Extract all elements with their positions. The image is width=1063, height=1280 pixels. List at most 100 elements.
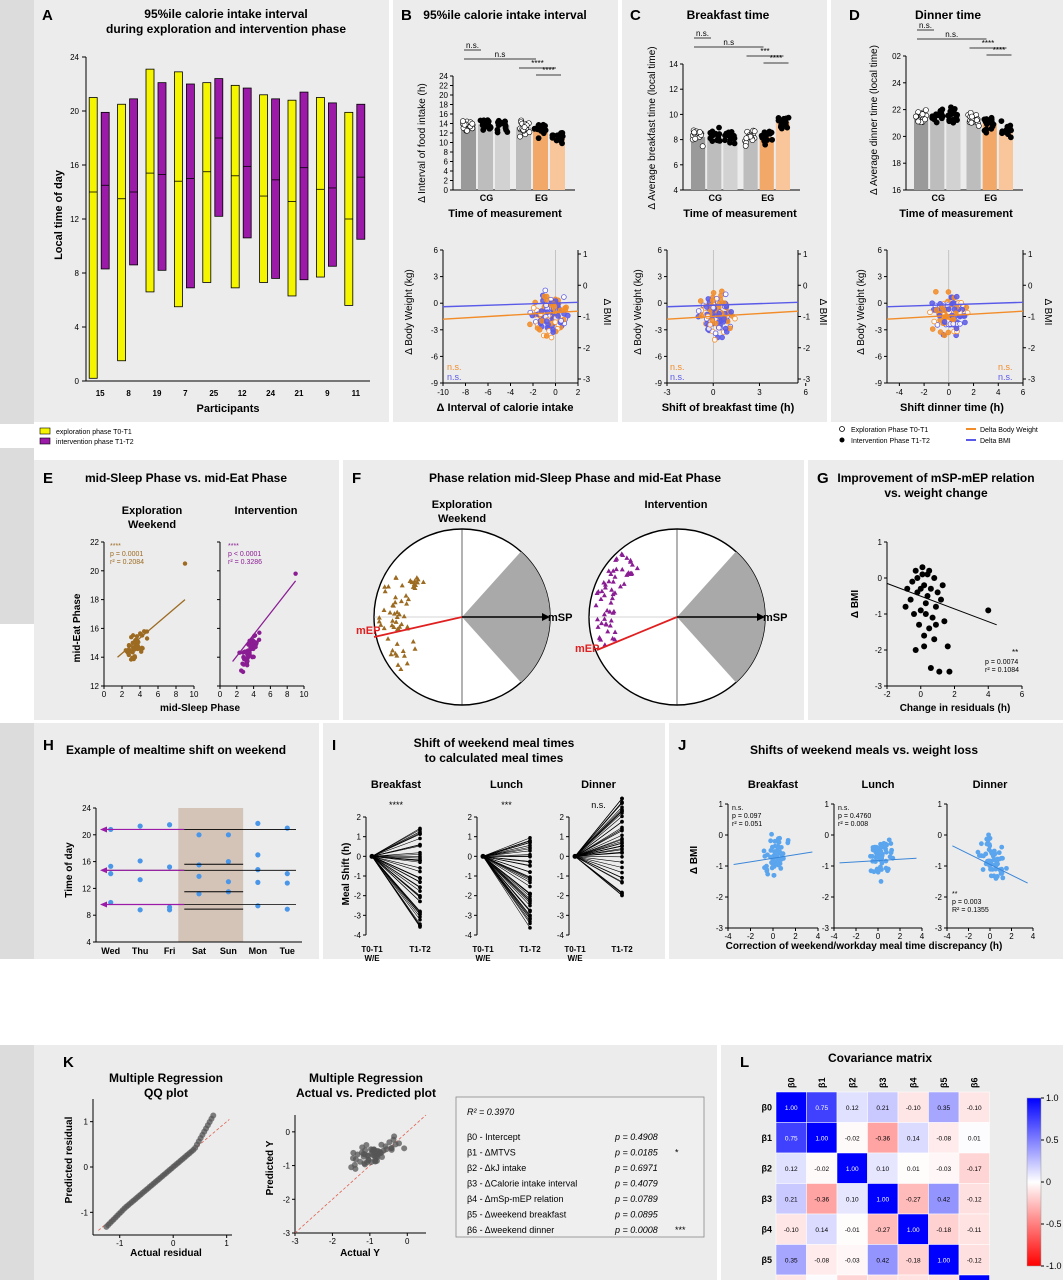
panel-E-sub1-line1: Exploration (122, 505, 183, 517)
panel-H-meal-point (196, 873, 202, 879)
panel-F-triangle-marker (397, 624, 403, 629)
panel-I-end-point (620, 854, 624, 859)
panel-H-meal-point (166, 864, 173, 870)
panel-J-ytick-label: -1 (822, 862, 830, 871)
panel-K-avp-xtick-label: -3 (291, 1237, 299, 1246)
panel-G-data-point (932, 603, 939, 610)
B_top-xtick-label: EG (535, 193, 548, 203)
panel-G-data-point (911, 611, 917, 617)
legend-swatch-intervention (39, 437, 51, 445)
B_bottom-ytick-label: 3 (434, 273, 439, 282)
C_bottom-data-point (719, 334, 725, 341)
panel-E-xtick-label: 8 (285, 690, 290, 699)
panel-G-data-point (902, 603, 909, 610)
panel-I-end-point (528, 891, 532, 896)
panel-H-meal-point (255, 879, 261, 885)
panel-F-mSP-label-2: mSP (763, 612, 787, 624)
panel-F-mEP-label-1: mEP (356, 625, 380, 637)
panel-J-stats-text: n.s. (838, 805, 849, 812)
panel-E-xtick-label: 0 (218, 690, 223, 699)
panel-A-xtick-label: 8 (126, 389, 131, 398)
B_top-data-point (469, 120, 476, 127)
panel-I-end-point (620, 893, 624, 898)
panel-K-qq-point (210, 1112, 217, 1119)
panel-K-coeff-name: β3 - ΔCalorie intake interval (467, 1179, 577, 1189)
panel-J-data-point (775, 861, 781, 867)
panel-E-ytick-label: 20 (90, 567, 99, 576)
B_top-data-point (480, 117, 487, 124)
panel-H-meal-point (255, 903, 261, 909)
panel-L-title: Covariance matrix (828, 1051, 932, 1065)
panel-G-data-point (941, 618, 948, 625)
panel-F-triangle-marker (612, 574, 618, 579)
panel-I-shift-line (574, 856, 623, 879)
panel-G-data-point (919, 571, 926, 578)
panel-I-sig-label: **** (389, 800, 404, 810)
panel-G-data-point (929, 614, 936, 621)
panel-G-xtick-label: 4 (986, 690, 991, 699)
panel-E-xtick-label: 10 (190, 690, 199, 699)
panel-F-triangle-marker (595, 589, 601, 594)
panel-I-ytick-label: 0 (560, 852, 565, 861)
D_bottom-ytick-label: 6 (878, 246, 883, 255)
panel-F-triangle-marker (599, 588, 605, 594)
panel-A-ytick-label: 4 (75, 323, 80, 332)
panel-J-stats-text: p = 0.003 (952, 899, 981, 906)
panel-I-shift-line (574, 816, 623, 857)
panel-K-avp-point (382, 1143, 389, 1150)
panel-I-end-point (418, 912, 422, 916)
B_top-ytick-label: 8 (444, 148, 449, 157)
panel-E-fit-line (117, 599, 186, 658)
C_bottom-data-point (712, 320, 719, 327)
panel-F-triangle-marker (400, 648, 406, 654)
panel-I-sig-label: n.s. (591, 800, 606, 810)
B_bottom-data-point (548, 334, 555, 341)
D_bottom-y2tick-label: 0 (1028, 281, 1033, 290)
D_top-data-point (922, 116, 928, 123)
panel-L-row-label: β2 (762, 1163, 773, 1173)
panel-L-cell-value: -0.02 (845, 1135, 860, 1142)
panel-I-ytick-label: -1 (465, 872, 473, 881)
panel-G-data-point (919, 564, 926, 571)
panel-I-shift-line (574, 852, 623, 857)
panel-J-ytick-label: 0 (938, 831, 943, 840)
panel-A-ytick-label: 0 (75, 377, 80, 386)
panel-L-cell-value: 0.42 (876, 1257, 889, 1264)
panel-L-heatmap-cell (836, 1274, 868, 1280)
D_top-data-point (983, 129, 990, 136)
panel-J-data-point (877, 850, 882, 855)
panel-A-xtick-label: 21 (295, 389, 304, 398)
D_top-ytick-label: 16 (892, 186, 901, 195)
panel-I-end-point (418, 917, 422, 922)
panel-G-data-point (912, 647, 919, 653)
panel-G-data-point (932, 621, 939, 628)
C_top-data-point (742, 143, 749, 149)
B_bottom-ytick-label: -9 (431, 379, 439, 388)
C_bottom-annot-bmi: n.s. (670, 372, 685, 382)
panel-A-xtick-label: 9 (325, 389, 330, 398)
B_top-sig-label: n.s (495, 50, 506, 59)
panel-I-end-point (418, 889, 422, 893)
panel-J-data-point (888, 841, 894, 846)
panel-F-mEP-label-2: mEP (575, 643, 599, 655)
panel-G-ytick-label: -2 (875, 646, 883, 655)
panel-L-heatmap-cell (897, 1091, 929, 1123)
panel-I-end-point (418, 923, 422, 928)
panel-I-end-point (418, 885, 422, 890)
panel-I-ytick-label: -2 (465, 892, 473, 901)
panel-F-triangle-marker (608, 571, 614, 576)
panel-E-fit-line (232, 580, 297, 662)
D_bottom-xtick-label: -2 (921, 388, 929, 397)
panel-C-bottom-xlabel: Shift of breakfast time (h) (662, 402, 795, 414)
panel-H-meal-point (255, 867, 261, 873)
panel-I-shift-line (574, 834, 623, 857)
C_top-data-point (707, 129, 714, 136)
panel-I-shift-line (371, 856, 421, 926)
panel-K-qq-xtick-label: -1 (116, 1239, 124, 1248)
panel-I-shift-line (371, 852, 421, 857)
C_top-bar (775, 121, 790, 190)
panel-I-end-point (620, 819, 624, 824)
panel-G-xtick-label: 0 (919, 690, 924, 699)
panel-H-title: Example of mealtime shift on weekend (66, 743, 286, 757)
D_top-data-point (946, 118, 953, 125)
